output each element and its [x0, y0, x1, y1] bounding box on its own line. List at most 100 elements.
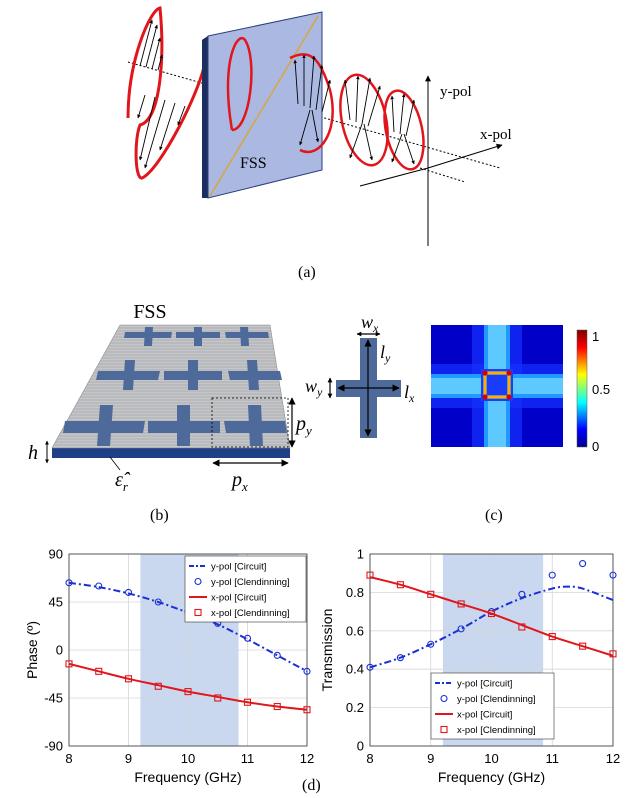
y-pol-label: y-pol: [440, 84, 472, 100]
series-line: [369, 576, 614, 657]
legend-entry: x-pol [Clendinning]: [457, 725, 536, 736]
fss-substrate-side: [52, 448, 290, 458]
data-point: [243, 698, 252, 706]
data-point: [548, 571, 556, 579]
colorbar-tick-0: 0: [592, 439, 599, 454]
fss-slab-edge: [202, 36, 208, 198]
colorbar-tick-1: 1: [592, 329, 599, 344]
data-point: [243, 634, 252, 642]
legend-swatch: [440, 725, 448, 734]
data-point: [518, 590, 526, 598]
colorbar: [576, 329, 588, 448]
lx-label: lx: [404, 382, 415, 405]
data-point: [457, 625, 465, 633]
x-tick-label: 9: [125, 751, 132, 766]
data-point: [95, 582, 103, 590]
panel-a: FSS: [126, 6, 512, 281]
fss-cross-array: [63, 327, 287, 446]
legend-entry: x-pol [Circuit]: [457, 710, 512, 721]
data-point: [273, 702, 281, 711]
data-point: [154, 598, 162, 606]
panel-d-label: (d): [302, 777, 321, 794]
plot-frame: [369, 553, 614, 747]
data-point: [273, 651, 281, 659]
series-line: [369, 585, 614, 669]
y-tick-label: 0: [357, 739, 364, 754]
legend-entry: y-pol [Clendinning]: [457, 694, 536, 705]
y-tick-label: 0.6: [346, 623, 364, 638]
panel-a-label: (a): [298, 264, 316, 281]
x-tick-label: 11: [546, 751, 560, 766]
data-point: [609, 571, 617, 579]
field-map: [431, 325, 563, 447]
panel-c-label: (c): [485, 507, 503, 524]
data-point: [609, 650, 617, 658]
x-tick-label: 11: [241, 751, 255, 766]
y-tick-label: 0.4: [346, 662, 364, 677]
h-label: h: [28, 442, 38, 464]
incident-wave: [126, 6, 207, 180]
legend-entry: y-pol [Circuit]: [211, 562, 266, 573]
data-point: [579, 642, 587, 650]
panel-c: wx ly wy lx 1 0.5 0 (c): [305, 312, 610, 524]
pol-axes: [359, 75, 503, 246]
unit-cell-outline: [211, 397, 289, 448]
colorbar-tick-0.5: 0.5: [592, 382, 610, 397]
y-tick-label: 1: [357, 547, 364, 562]
legend-entry: x-pol [Clendinning]: [211, 608, 290, 619]
legend-swatch: [194, 608, 202, 617]
polarization-diagonal: [209, 15, 319, 197]
incident-wave-arrows: [137, 19, 186, 169]
data-point: [457, 600, 465, 608]
series-line: [68, 662, 308, 711]
data-point: [579, 560, 587, 568]
legend-swatch: [194, 577, 202, 586]
data-point: [518, 623, 526, 631]
px-label: px: [230, 469, 248, 494]
transmitted-arrows: [293, 54, 416, 165]
data-point: [154, 682, 162, 690]
wx-label: wx: [361, 312, 379, 335]
data-point: [124, 675, 133, 683]
legend-entry: x-pol [Circuit]: [211, 593, 266, 604]
fss-title: FSS: [133, 301, 166, 323]
plot-frame: [68, 553, 308, 747]
y-tick-label: 0.2: [346, 700, 364, 715]
data-point: [396, 581, 404, 589]
data-point: [65, 660, 73, 668]
data-point: [303, 667, 311, 675]
data-point: [214, 694, 222, 702]
y-tick-label: 90: [49, 547, 63, 562]
legend-swatch: [440, 694, 448, 703]
data-point: [427, 640, 435, 648]
y-tick-label: -45: [44, 691, 63, 706]
wy-label: wy: [305, 376, 323, 399]
x-tick-label: 8: [65, 751, 72, 766]
x-tick-label: 12: [606, 751, 620, 766]
x-tick-label: 10: [484, 751, 498, 766]
legend-entry: y-pol [Clendinning]: [211, 577, 290, 588]
y-axis-label: Transmission: [319, 609, 335, 692]
py-label: py: [294, 413, 312, 438]
data-point: [366, 663, 374, 671]
data-point: [303, 706, 311, 714]
x-tick-label: 8: [366, 751, 373, 766]
transmission-chart: 8 9 10 11 12 1 0.8 0.6 0.4 0.2 0 Frequency (GHz) Tra…: [319, 547, 620, 786]
data-point: [366, 571, 374, 579]
y-axis-label: Phase (º): [24, 621, 40, 679]
y-tick-label: 0: [56, 643, 63, 658]
data-point: [548, 633, 556, 641]
x-axis-label: Frequency (GHz): [134, 769, 241, 785]
fss-label: FSS: [240, 155, 267, 172]
panel-b: FSS py px: [28, 301, 312, 524]
eps-leader: [109, 456, 121, 471]
legend-box: [184, 555, 307, 623]
legend-entry: y-pol [Circuit]: [457, 679, 512, 690]
ly-label: ly: [380, 342, 391, 365]
x-pol-label: x-pol: [480, 127, 512, 143]
x-tick-label: 10: [181, 751, 195, 766]
eps-label: ε̂r: [115, 469, 131, 494]
data-point: [396, 654, 404, 662]
data-point: [487, 609, 496, 618]
